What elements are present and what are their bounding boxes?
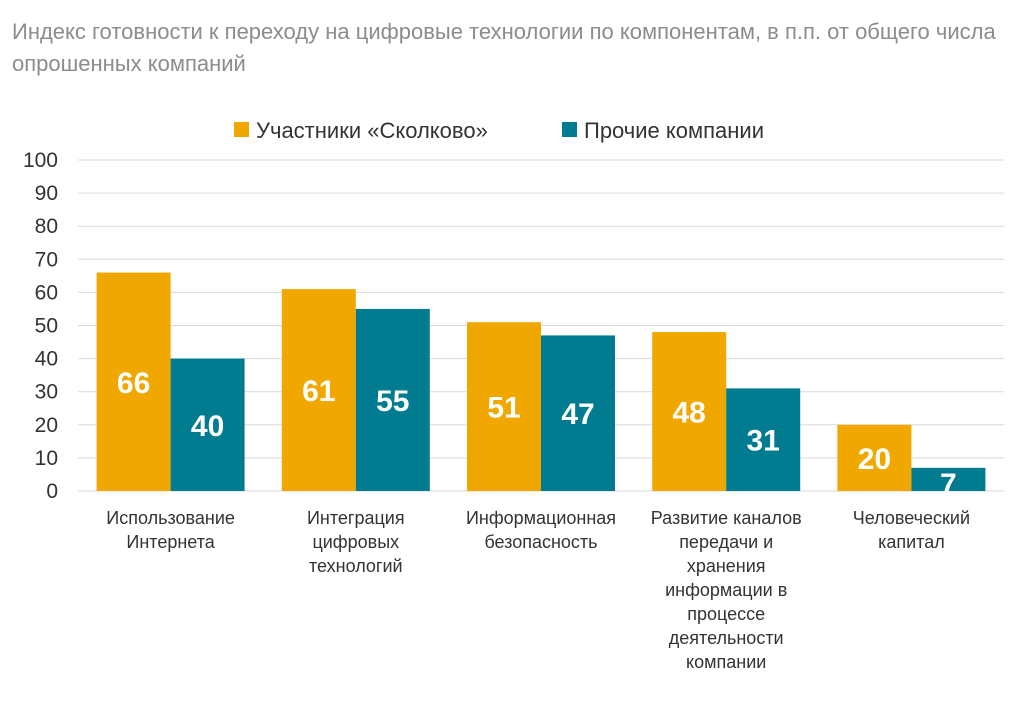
y-tick-label: 0 xyxy=(46,480,58,503)
legend-swatch xyxy=(562,122,577,137)
legend: Участники «Сколково» Прочие компании xyxy=(234,118,764,143)
category-label-line: Интеграция xyxy=(307,508,405,528)
bar-skolkovo-2 xyxy=(281,289,356,491)
legend-swatch xyxy=(234,122,249,137)
category-label-line: информации в xyxy=(665,580,787,600)
bar-skolkovo-4 xyxy=(652,332,727,491)
data-label: 55 xyxy=(376,385,409,418)
category-label: Интеграция цифровых технологий xyxy=(307,508,405,576)
category-label-line: Интернета xyxy=(126,532,215,552)
bar-other-5 xyxy=(911,467,986,491)
category-label-line: капитал xyxy=(878,532,945,552)
bar-other-2 xyxy=(355,308,430,491)
legend-label: Прочие компании xyxy=(584,118,764,143)
category-label: Информационная безопасность xyxy=(466,508,616,552)
data-label: 61 xyxy=(302,375,335,408)
bar-skolkovo-3 xyxy=(467,322,541,491)
category-label-line: передачи и xyxy=(679,532,773,552)
y-tick-label: 10 xyxy=(35,447,58,470)
y-tick-label: 80 xyxy=(35,215,58,238)
data-label: 66 xyxy=(117,367,150,400)
bar-other-3 xyxy=(541,335,615,491)
data-label: 7 xyxy=(940,468,957,501)
category-labels: Использование Интернета Интеграция цифровых… xyxy=(106,508,970,672)
y-tick-label: 50 xyxy=(35,315,58,338)
data-label: 31 xyxy=(747,425,780,458)
bar-skolkovo-5 xyxy=(837,424,912,491)
y-tick-label: 90 xyxy=(35,182,58,205)
chart-title: Индекс готовности к переходу на цифровые… xyxy=(12,19,996,76)
y-tick-label: 70 xyxy=(35,248,58,271)
y-tick-label: 20 xyxy=(35,414,58,437)
category-label-line: цифровых xyxy=(312,532,399,552)
legend-label: Участники «Сколково» xyxy=(256,118,488,143)
data-label: 47 xyxy=(561,398,594,431)
y-tick-label: 60 xyxy=(35,281,58,304)
category-label-line: Использование xyxy=(106,508,235,528)
category-label-line: Информационная xyxy=(466,508,616,528)
category-label-line: хранения xyxy=(687,556,766,576)
data-labels: 66 40 61 55 51 47 48 31 20 7 xyxy=(117,367,957,501)
bar-skolkovo-1 xyxy=(96,272,171,491)
data-label: 40 xyxy=(191,410,224,443)
bar-other-4 xyxy=(726,388,801,491)
data-label: 51 xyxy=(487,392,520,425)
category-label-line: компании xyxy=(686,652,766,672)
category-label-line: деятельности xyxy=(669,628,784,648)
category-label: Человеческий капитал xyxy=(853,508,970,552)
category-label-line: Человеческий xyxy=(853,508,970,528)
y-tick-label: 30 xyxy=(35,381,58,404)
category-label-line: технологий xyxy=(309,556,403,576)
category-label-line: процессе xyxy=(687,604,765,624)
bars xyxy=(96,272,986,491)
data-label: 48 xyxy=(673,397,706,430)
y-axis-ticks: 0 10 20 30 40 50 60 70 80 90 100 xyxy=(23,149,58,503)
y-tick-label: 100 xyxy=(23,149,58,172)
category-label-line: Развитие каналов xyxy=(651,508,802,528)
category-label: Развитие каналов передачи и хранения информ… xyxy=(651,508,802,672)
category-label-line: безопасность xyxy=(484,532,597,552)
data-label: 20 xyxy=(858,443,891,476)
category-label: Использование Интернета xyxy=(106,508,235,552)
y-tick-label: 40 xyxy=(35,348,58,371)
bar-other-1 xyxy=(170,358,245,491)
